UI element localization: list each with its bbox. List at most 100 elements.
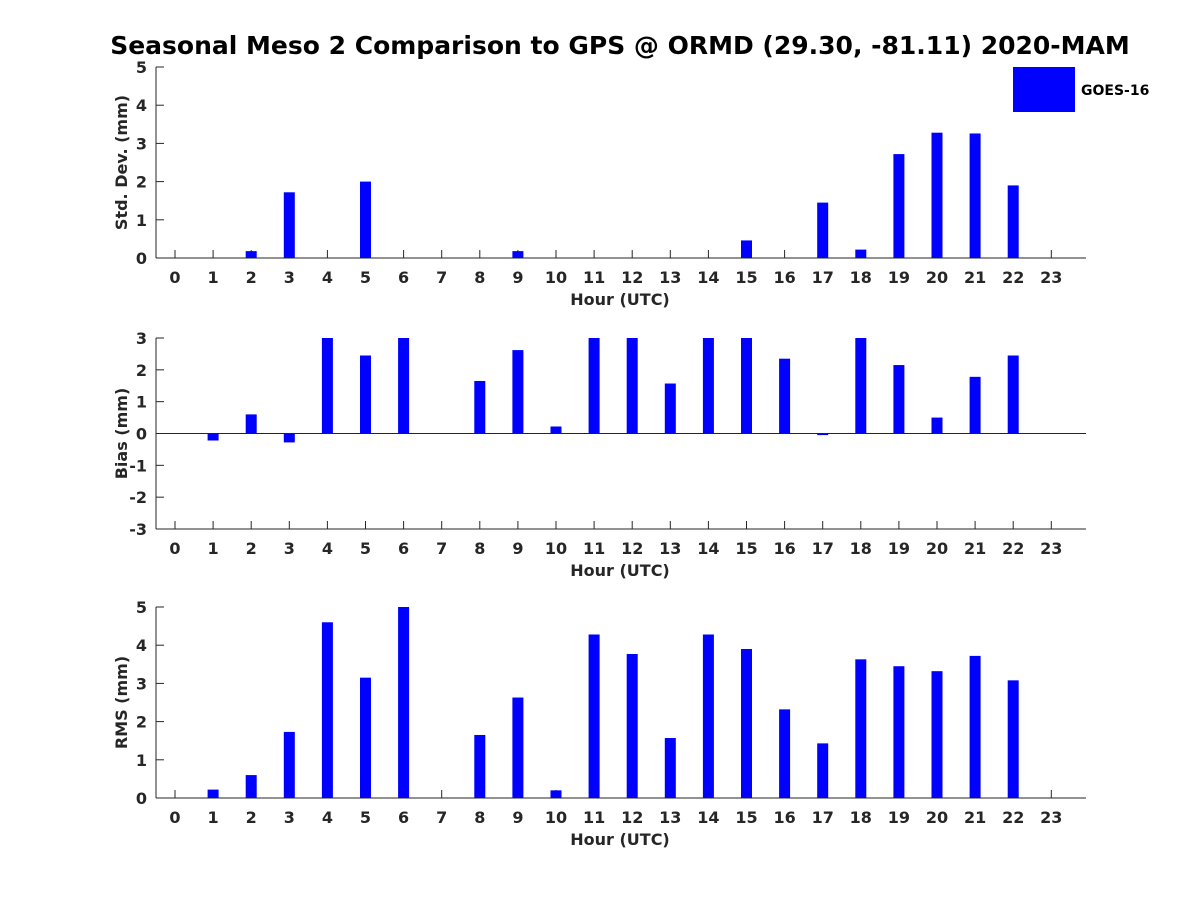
y-tick-label: -2	[129, 488, 147, 507]
y-tick-label: 2	[136, 173, 147, 192]
x-tick-label: 22	[1002, 268, 1024, 287]
bar-hour-17	[817, 433, 829, 436]
bar-hour-1	[207, 789, 219, 798]
x-axis-label: Hour (UTC)	[570, 830, 670, 849]
x-tick-label: 19	[888, 268, 910, 287]
bar-hour-12	[626, 338, 638, 434]
x-tick-label: 8	[474, 539, 485, 558]
x-tick-label: 23	[1040, 539, 1062, 558]
x-tick-label: 11	[583, 808, 605, 827]
bar-hour-18	[855, 338, 867, 434]
x-tick-label: 10	[545, 808, 567, 827]
bar-hour-22	[1007, 355, 1019, 434]
bar-hour-21	[969, 655, 981, 798]
x-tick-label: 4	[322, 808, 333, 827]
bar-hour-9	[512, 251, 524, 258]
x-tick-label: 23	[1040, 808, 1062, 827]
x-tick-label: 18	[850, 268, 872, 287]
bar-hour-15	[741, 649, 752, 798]
y-tick-label: 1	[136, 211, 147, 230]
y-tick-label: 0	[136, 425, 147, 444]
x-tick-label: 15	[735, 808, 757, 827]
y-axis-label: Std. Dev. (mm)	[112, 95, 131, 230]
x-tick-label: 6	[398, 539, 409, 558]
x-tick-label: 16	[773, 539, 795, 558]
y-tick-label: 5	[136, 598, 147, 617]
x-tick-label: 17	[812, 539, 834, 558]
x-tick-label: 2	[246, 539, 257, 558]
y-tick-label: 3	[136, 674, 147, 693]
bar-hour-1	[207, 433, 219, 441]
x-tick-label: 17	[812, 808, 834, 827]
x-tick-label: 20	[926, 539, 948, 558]
x-tick-label: 2	[246, 268, 257, 287]
bar-hour-10	[550, 790, 562, 798]
x-tick-label: 12	[621, 268, 643, 287]
bar-hour-6	[398, 338, 410, 434]
y-tick-label: 0	[136, 789, 147, 808]
x-tick-label: 14	[697, 808, 719, 827]
x-tick-label: 11	[583, 539, 605, 558]
bar-hour-6	[398, 607, 410, 798]
bar-hour-15	[741, 338, 752, 434]
bar-hour-4	[321, 622, 333, 798]
x-tick-label: 4	[322, 539, 333, 558]
bar-hour-18	[855, 249, 867, 258]
bar-hour-19	[893, 154, 905, 258]
bar-hour-12	[626, 653, 638, 798]
bar-hour-8	[474, 380, 486, 434]
y-tick-label: 2	[136, 713, 147, 732]
x-tick-label: 3	[284, 268, 295, 287]
bar-hour-15	[741, 240, 752, 258]
x-tick-label: 7	[436, 808, 447, 827]
x-tick-label: 8	[474, 808, 485, 827]
x-tick-label: 2	[246, 808, 257, 827]
legend: GOES-16	[1013, 67, 1149, 112]
x-tick-label: 16	[773, 808, 795, 827]
y-tick-label: 1	[136, 393, 147, 412]
x-tick-label: 1	[208, 808, 219, 827]
x-tick-label: 14	[697, 268, 719, 287]
y-tick-label: 1	[136, 751, 147, 770]
bar-hour-14	[702, 634, 714, 798]
bar-hour-5	[360, 355, 371, 434]
bar-hour-10	[550, 426, 562, 434]
y-tick-label: 0	[136, 249, 147, 268]
bar-hour-3	[283, 731, 295, 798]
y-tick-label: 4	[136, 636, 147, 655]
bar-hour-18	[855, 659, 867, 798]
x-tick-label: 20	[926, 268, 948, 287]
bar-hour-21	[969, 133, 981, 258]
bar-hour-3	[283, 433, 295, 443]
x-tick-label: 7	[436, 268, 447, 287]
chart-title: Seasonal Meso 2 Comparison to GPS @ ORMD…	[110, 31, 1130, 60]
bar-hour-13	[664, 738, 676, 798]
bar-hour-13	[664, 383, 676, 434]
bar-hour-3	[283, 192, 295, 258]
bar-hour-17	[817, 743, 829, 798]
x-tick-label: 15	[735, 268, 757, 287]
x-tick-label: 11	[583, 268, 605, 287]
x-tick-label: 0	[169, 268, 180, 287]
y-tick-label: 5	[136, 58, 147, 77]
legend-label: GOES-16	[1081, 83, 1149, 99]
bar-hour-22	[1007, 185, 1019, 258]
x-tick-label: 17	[812, 268, 834, 287]
bar-hour-2	[245, 414, 257, 434]
bar-hour-20	[931, 132, 943, 258]
bar-hour-2	[245, 775, 257, 798]
bar-hour-20	[931, 417, 943, 434]
bar-hour-14	[702, 338, 714, 434]
x-tick-label: 7	[436, 539, 447, 558]
bar-hour-21	[969, 376, 981, 434]
x-tick-label: 0	[169, 539, 180, 558]
bar-hour-8	[474, 734, 486, 798]
x-tick-label: 13	[659, 808, 681, 827]
x-tick-label: 3	[284, 808, 295, 827]
x-tick-label: 20	[926, 808, 948, 827]
y-tick-label: -3	[129, 520, 147, 539]
x-tick-label: 19	[888, 539, 910, 558]
